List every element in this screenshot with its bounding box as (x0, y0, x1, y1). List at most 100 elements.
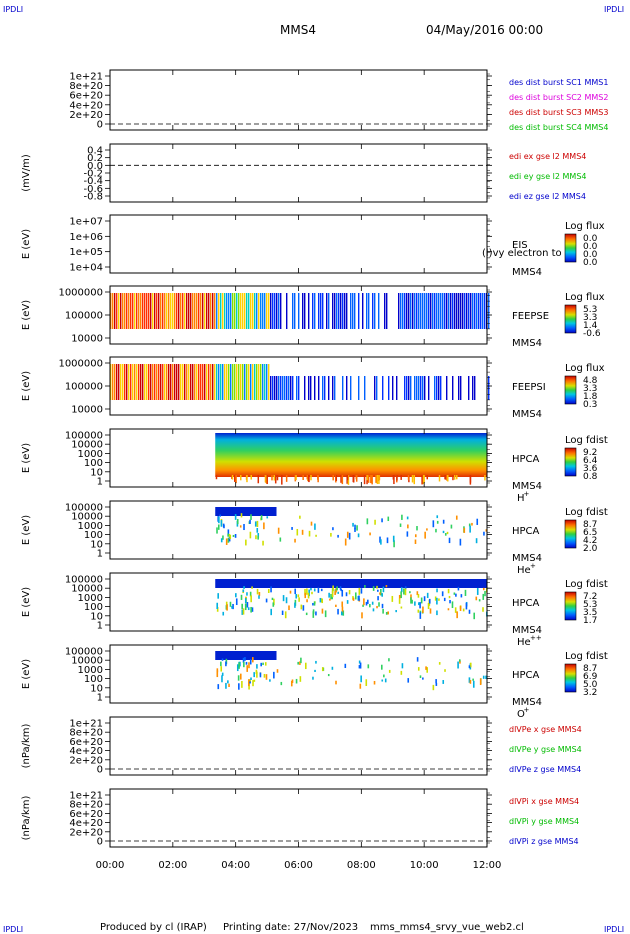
y-tick-label: -0.8 (83, 192, 103, 203)
y-tick-label: 100 (84, 602, 103, 613)
y-tick-label: 0.0 (87, 161, 103, 172)
colorbar-tick: 1.7 (583, 616, 597, 626)
y-tick-label: 10000 (71, 440, 103, 451)
y-tick-label: 100000 (65, 575, 103, 586)
colorbar-tick: 5.3 (583, 600, 597, 610)
y-tick-label: 0 (97, 120, 103, 131)
legend-entry: des dist burst SC3 MMS3 (509, 108, 608, 117)
species-label: O (517, 709, 525, 720)
panel-frame (109, 214, 488, 274)
y-tick-label: 1e+05 (69, 247, 103, 258)
colorbar-tick: 6.5 (583, 528, 597, 538)
colorbar (564, 304, 577, 334)
y-tick-label: 100 (84, 674, 103, 685)
y-tick-label: -0.6 (83, 184, 103, 195)
colorbar-tick: 3.3 (583, 313, 597, 323)
y-axis-label: E (eV) (21, 229, 32, 259)
y-tick-label: 8e+20 (69, 800, 103, 811)
y-tick-label: 6e+20 (69, 91, 103, 102)
legend-entry: dlVPi y gse MMS4 (509, 817, 579, 826)
colorbar-tick: 4.2 (583, 536, 597, 546)
y-tick-label: 1000000 (58, 288, 103, 299)
y-tick-label: 0.4 (87, 146, 103, 157)
panel-11: dlVPi x gse MMS4 dlVPi y gse MMS4 dlVPi z … (21, 788, 579, 848)
x-tick-label: 02:00 (158, 860, 187, 871)
y-tick-label: 4e+20 (69, 818, 103, 829)
panel-1: des dist burst SC1 MMS1 des dist burst SC… (69, 69, 608, 132)
instrument-extra-label: (l)vy electron to (482, 248, 562, 259)
colorbar-tick: 8.7 (583, 520, 597, 530)
instrument-label: HPCA (512, 454, 540, 465)
y-tick-label: 100000 (65, 431, 103, 442)
colorbar-tick: 5.3 (583, 305, 597, 315)
y-tick-label: 4e+20 (69, 746, 103, 757)
legend-entry: edi ey gse l2 MMS4 (509, 172, 587, 181)
colorbar-title: Log fdist (565, 651, 608, 662)
species-label: H (517, 493, 525, 504)
y-tick-label: 2e+20 (69, 110, 103, 121)
colorbar-tick: 7.2 (583, 592, 597, 602)
x-tick-label: 04:00 (221, 860, 250, 871)
panel-frame (109, 788, 488, 848)
y-tick-label: 2e+20 (69, 755, 103, 766)
y-tick-label: 8e+20 (69, 728, 103, 739)
colorbar (564, 447, 577, 477)
x-tick-label: 08:00 (347, 860, 376, 871)
colorbar-tick: 3.3 (583, 384, 597, 394)
colorbar-tick: 6.9 (583, 672, 598, 682)
y-tick-label: 100 (84, 530, 103, 541)
y-axis-label: E (eV) (21, 659, 32, 689)
colorbar-tick: 0.0 (583, 234, 598, 244)
legend-entry: des dist burst SC4 MMS4 (509, 123, 608, 132)
y-tick-label: 100000 (65, 311, 103, 322)
colorbar (564, 375, 577, 405)
legend-entry: des dist burst SC1 MMS1 (509, 78, 608, 87)
species-charge: ++ (530, 634, 542, 642)
spacecraft-label: MMS4 (512, 267, 542, 278)
y-tick-label: 6e+20 (69, 809, 103, 820)
y-tick-label: 1 (97, 549, 103, 560)
time-axis: 00:00 02:00 04:00 06:00 08:00 10:00 12:00 (96, 860, 502, 871)
y-axis-label: E (eV) (21, 443, 32, 473)
y-tick-label: 1000 (78, 449, 103, 460)
species-label: He (517, 637, 531, 648)
colorbar (564, 591, 577, 621)
y-tick-label: 1000 (78, 521, 103, 532)
legend-entry: dlVPe y gse MMS4 (509, 745, 582, 754)
y-axis-label: (mV/m) (21, 154, 32, 192)
colorbar-tick: 1.8 (583, 392, 598, 402)
colorbar-tick: -0.6 (583, 329, 601, 339)
y-tick-label: -0.2 (83, 169, 103, 180)
colorbar-tick: 3.2 (583, 688, 597, 698)
colorbar-title: Log flux (565, 221, 605, 232)
species-charge: + (524, 490, 530, 498)
corner-label-bl: IPDLI (3, 925, 23, 934)
spectrogram-fill (110, 364, 490, 400)
y-tick-label: 100 (84, 458, 103, 469)
panel-frame (109, 500, 488, 560)
y-tick-label: 0 (97, 765, 103, 776)
colorbar-tick: 0.0 (583, 258, 598, 268)
colorbar (564, 519, 577, 549)
y-tick-label: 6e+20 (69, 737, 103, 748)
y-tick-label: 10000 (71, 656, 103, 667)
instrument-label: HPCA (512, 598, 540, 609)
y-axis-label: E (eV) (21, 515, 32, 545)
panels-group: des dist burst SC1 MMS1 des dist burst SC… (21, 69, 608, 848)
y-axis-label: (nPa/km) (21, 796, 32, 841)
instrument-label: EIS (512, 240, 528, 251)
y-tick-label: 100000 (65, 503, 103, 514)
y-tick-label: 10000 (71, 512, 103, 523)
legend-entry: dlVPi x gse MMS4 (509, 797, 579, 806)
colorbar-tick: 0.3 (583, 400, 597, 410)
y-tick-label: 10 (90, 467, 103, 478)
y-tick-label: 1e+04 (69, 263, 103, 274)
legend-entry: edi ez gse l2 MMS4 (509, 192, 586, 201)
panel-2: edi ex gse l2 MMS4 edi ey gse l2 MMS4 edi … (21, 143, 587, 203)
y-tick-label: 0.2 (87, 153, 103, 164)
spectrogram-fill (215, 507, 488, 548)
x-tick-label: 10:00 (410, 860, 439, 871)
spectrogram-fill (215, 433, 487, 485)
colorbar-title: Log flux (565, 363, 605, 374)
y-tick-label: 10 (90, 683, 103, 694)
